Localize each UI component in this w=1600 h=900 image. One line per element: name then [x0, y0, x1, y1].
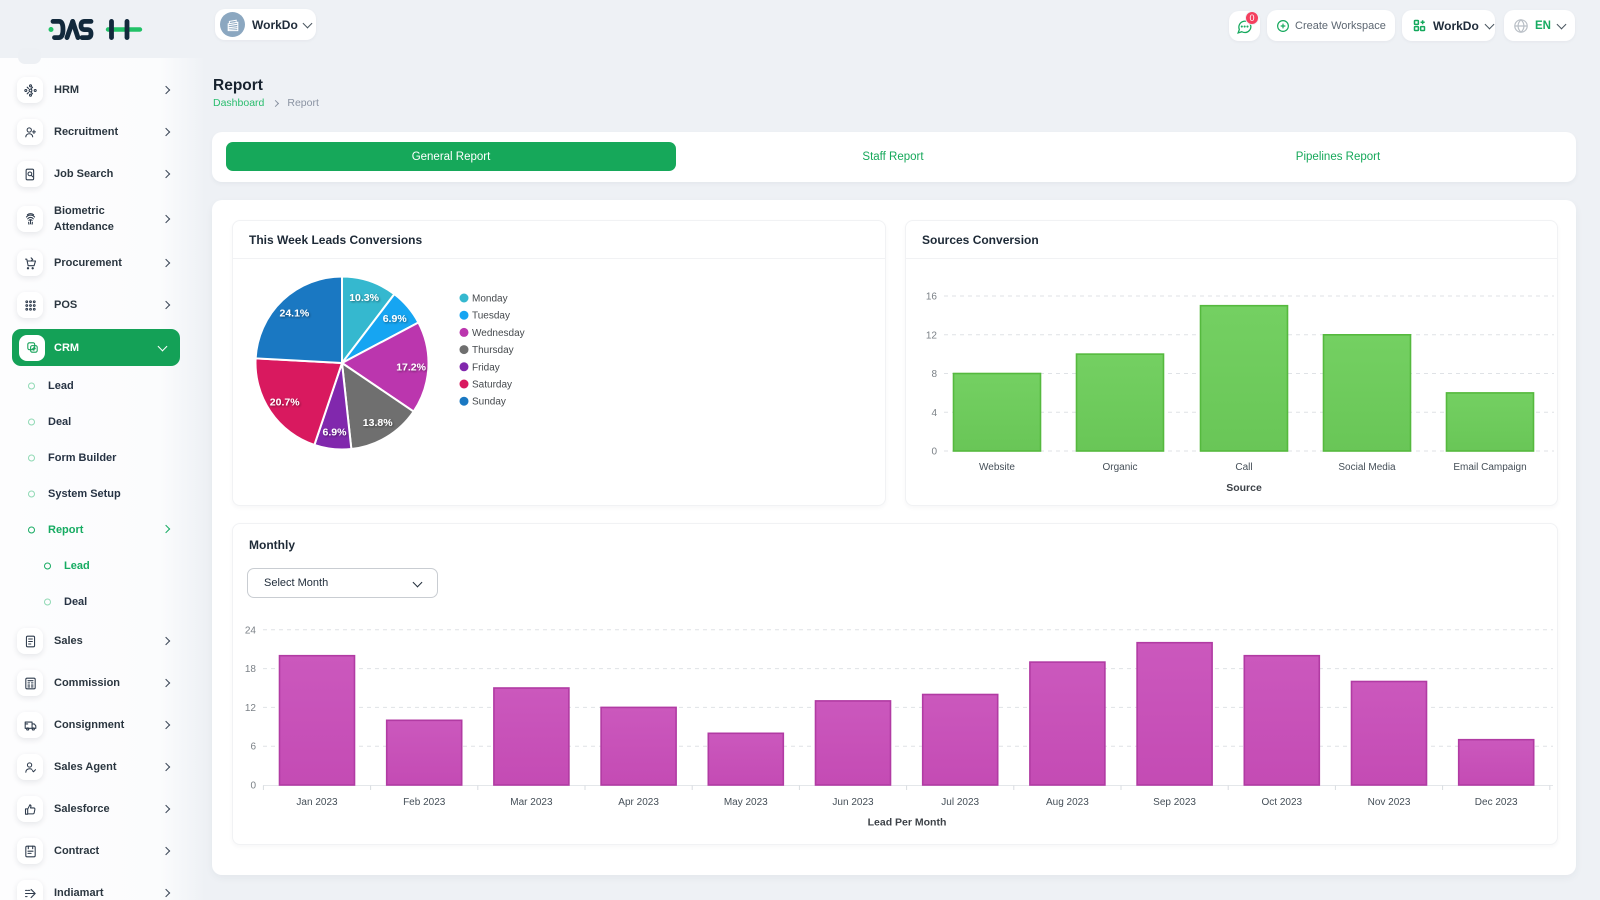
svg-text:Thursday: Thursday	[472, 345, 514, 356]
svg-text:18: 18	[245, 664, 257, 675]
svg-text:17.2%: 17.2%	[396, 361, 426, 373]
svg-text:6.9%: 6.9%	[383, 313, 408, 325]
svg-text:0: 0	[250, 781, 256, 792]
svg-text:24.1%: 24.1%	[280, 308, 310, 320]
svg-text:Apr 2023: Apr 2023	[618, 797, 659, 808]
svg-text:Oct 2023: Oct 2023	[1262, 797, 1303, 808]
svg-text:Jan 2023: Jan 2023	[296, 797, 338, 808]
svg-text:Nov 2023: Nov 2023	[1368, 797, 1411, 808]
svg-text:Wednesday: Wednesday	[472, 328, 525, 339]
svg-text:Monday: Monday	[472, 294, 508, 305]
svg-text:Website: Website	[979, 462, 1015, 473]
svg-text:6.9%: 6.9%	[323, 427, 348, 439]
svg-text:Call: Call	[1235, 462, 1252, 473]
svg-text:Feb 2023: Feb 2023	[403, 797, 446, 808]
svg-text:Friday: Friday	[472, 362, 500, 373]
svg-text:Email Campaign: Email Campaign	[1453, 462, 1526, 473]
svg-text:6: 6	[250, 742, 256, 753]
svg-text:16: 16	[926, 292, 938, 303]
svg-text:Tuesday: Tuesday	[472, 311, 510, 322]
svg-text:20.7%: 20.7%	[270, 397, 300, 409]
svg-text:Mar 2023: Mar 2023	[510, 797, 553, 808]
svg-text:Social Media: Social Media	[1338, 462, 1396, 473]
svg-text:0: 0	[931, 447, 937, 458]
svg-text:Sunday: Sunday	[472, 397, 506, 408]
svg-text:10.3%: 10.3%	[349, 292, 379, 304]
svg-text:Jul 2023: Jul 2023	[941, 797, 979, 808]
svg-text:May 2023: May 2023	[724, 797, 768, 808]
svg-text:Aug 2023: Aug 2023	[1046, 797, 1089, 808]
svg-text:4: 4	[931, 408, 937, 419]
svg-text:24: 24	[245, 625, 257, 636]
svg-text:Source: Source	[1226, 482, 1262, 494]
svg-text:12: 12	[926, 330, 938, 341]
svg-text:12: 12	[245, 703, 257, 714]
svg-text:Lead Per Month: Lead Per Month	[868, 817, 947, 829]
svg-text:8: 8	[931, 369, 937, 380]
svg-text:Sep 2023: Sep 2023	[1153, 797, 1196, 808]
svg-text:Organic: Organic	[1102, 462, 1137, 473]
svg-text:Saturday: Saturday	[472, 380, 512, 391]
svg-text:Dec 2023: Dec 2023	[1475, 797, 1518, 808]
svg-text:Jun 2023: Jun 2023	[832, 797, 874, 808]
svg-text:13.8%: 13.8%	[363, 417, 393, 429]
